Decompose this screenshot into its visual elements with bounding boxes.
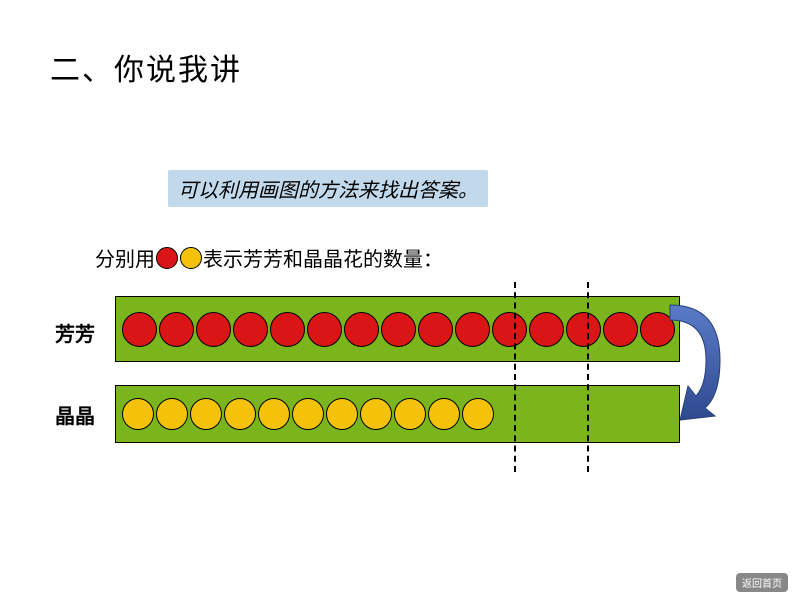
- circle: [381, 312, 416, 347]
- circle: [462, 398, 494, 430]
- circle: [394, 398, 426, 430]
- circle: [307, 312, 342, 347]
- circle: [529, 312, 564, 347]
- circle: [566, 312, 601, 347]
- legend-prefix: 分别用: [95, 243, 155, 272]
- section-title: 二、你说我讲: [50, 45, 242, 89]
- circle: [224, 398, 256, 430]
- circle: [455, 312, 490, 347]
- arrow-icon: [650, 290, 740, 450]
- circle: [492, 312, 527, 347]
- hint-box: 可以利用画图的方法来找出答案。: [168, 170, 488, 207]
- legend-suffix: 表示芳芳和晶晶花的数量：: [203, 243, 443, 272]
- return-button[interactable]: 返回首页: [736, 573, 788, 592]
- circle: [122, 398, 154, 430]
- circle: [122, 312, 157, 347]
- row-label-fangfang: 芳芳: [55, 318, 95, 347]
- bar-fangfang: [115, 296, 680, 362]
- circle: [258, 398, 290, 430]
- circle: [326, 398, 358, 430]
- row-label-jingjing: 晶晶: [55, 400, 95, 429]
- circle: [190, 398, 222, 430]
- circle: [603, 312, 638, 347]
- legend-red-circle: [156, 247, 178, 269]
- legend: 分别用 表示芳芳和晶晶花的数量：: [95, 243, 443, 272]
- circle: [344, 312, 379, 347]
- circle: [156, 398, 188, 430]
- circle: [233, 312, 268, 347]
- circle: [360, 398, 392, 430]
- circle: [196, 312, 231, 347]
- circle: [270, 312, 305, 347]
- circle: [159, 312, 194, 347]
- dash-line-2: [587, 282, 589, 472]
- circle: [418, 312, 453, 347]
- circle: [428, 398, 460, 430]
- legend-yellow-circle: [180, 247, 202, 269]
- bar-jingjing: [115, 385, 680, 443]
- dash-line-1: [514, 282, 516, 472]
- circle: [292, 398, 324, 430]
